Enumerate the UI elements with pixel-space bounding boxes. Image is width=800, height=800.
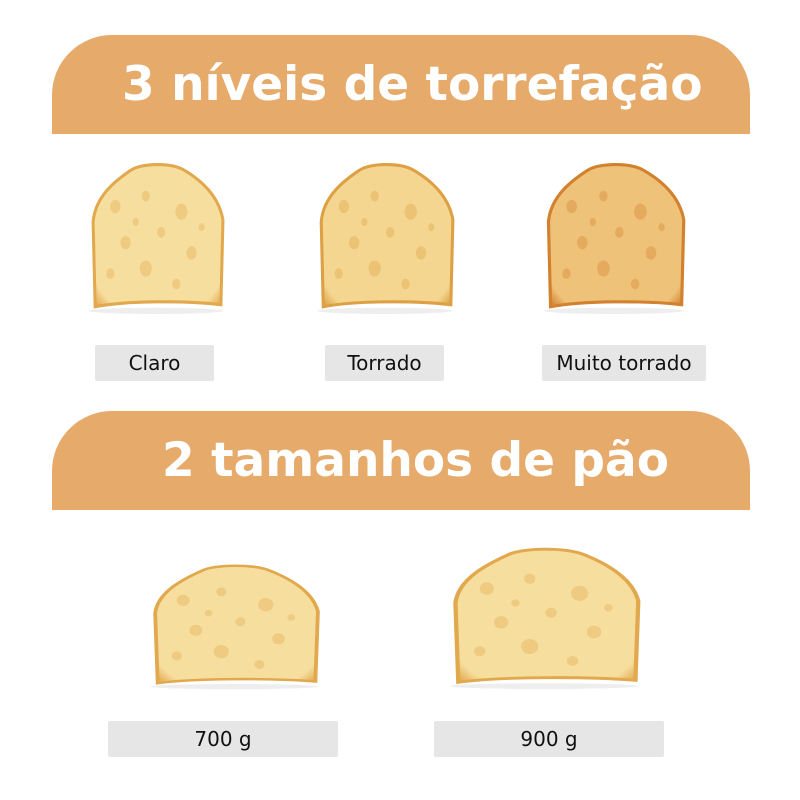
label-claro: Claro xyxy=(95,345,214,381)
banner-title: 3 níveis de torrefação xyxy=(122,57,703,112)
label-700g: 700 g xyxy=(108,721,338,757)
banner-bread-sizes: 2 tamanhos de pão xyxy=(52,411,750,510)
label-900g: 900 g xyxy=(434,721,664,757)
label-torrado: Torrado xyxy=(325,345,444,381)
bread-image-torrado xyxy=(313,160,457,315)
bread-image-claro xyxy=(85,160,227,315)
label-muito-torrado: Muito torrado xyxy=(542,345,706,381)
banner-title: 2 tamanhos de pão xyxy=(162,433,670,488)
bread-image-700g xyxy=(145,562,323,690)
bread-image-muito-torrado xyxy=(540,160,688,315)
banner-toast-levels: 3 níveis de torrefação xyxy=(52,35,750,134)
bread-image-900g xyxy=(444,545,644,690)
